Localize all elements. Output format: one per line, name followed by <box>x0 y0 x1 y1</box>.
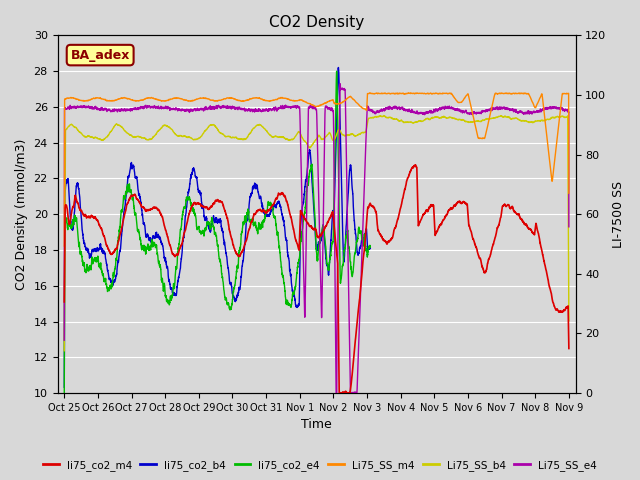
Title: CO2 Density: CO2 Density <box>269 15 364 30</box>
Y-axis label: CO2 Density (mmol/m3): CO2 Density (mmol/m3) <box>15 139 28 290</box>
Text: BA_adex: BA_adex <box>70 48 130 61</box>
Y-axis label: LI-7500 SS: LI-7500 SS <box>612 180 625 248</box>
X-axis label: Time: Time <box>301 419 332 432</box>
Legend: li75_co2_m4, li75_co2_b4, li75_co2_e4, Li75_SS_m4, Li75_SS_b4, Li75_SS_e4: li75_co2_m4, li75_co2_b4, li75_co2_e4, L… <box>39 456 601 475</box>
